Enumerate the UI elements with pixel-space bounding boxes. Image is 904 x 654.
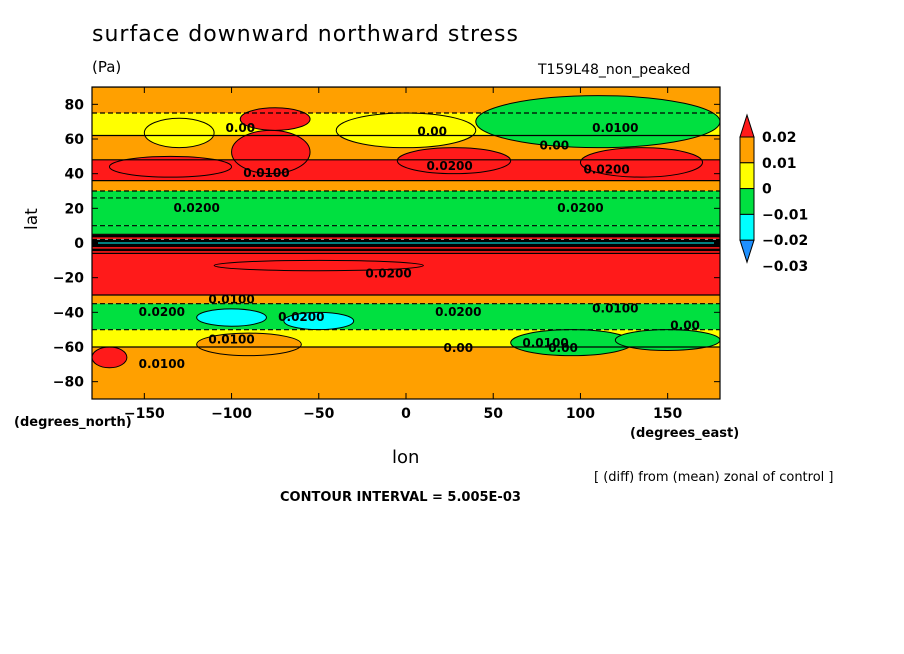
y-tick-label: 20 <box>65 201 85 217</box>
anomaly-region <box>108 155 233 178</box>
x-tick-label: 50 <box>483 406 503 422</box>
contour-label: 0.0100 <box>592 121 638 135</box>
x-tick-label: −50 <box>303 406 334 422</box>
contour-label: 0.0200 <box>365 267 411 281</box>
contour-label: 0.0200 <box>139 305 185 319</box>
contour-label: 0.00 <box>417 125 447 139</box>
contour-label: 0.0100 <box>139 357 185 371</box>
contour-label: 0.00 <box>539 138 569 152</box>
anomaly-region <box>614 329 720 351</box>
colorbar-label: 0.01 <box>762 156 797 172</box>
anomaly-region <box>475 95 720 149</box>
x-tick-label: 0 <box>401 406 411 422</box>
contour-label: 0.0100 <box>522 336 568 350</box>
colorbar-label: −0.01 <box>762 207 808 223</box>
contour-label: 0.0200 <box>426 159 472 173</box>
y-tick-label: −60 <box>53 340 84 356</box>
run-label: T159L48_non_peaked <box>538 62 691 78</box>
anomaly-region <box>213 259 424 272</box>
zonal-band <box>92 253 720 295</box>
zonal-band <box>92 295 720 304</box>
colorbar-arrow-bottom <box>739 239 755 264</box>
colorbar-label: −0.03 <box>762 259 808 275</box>
colorbar-box <box>739 188 755 215</box>
zonal-band <box>92 347 720 399</box>
x-tick-label: 150 <box>653 406 682 422</box>
y-tick-label: 80 <box>65 97 85 113</box>
contour-label: 0.0200 <box>583 163 629 177</box>
colorbar-box <box>739 213 755 241</box>
colorbar-box <box>739 136 755 164</box>
anomaly-region <box>396 147 512 175</box>
anomaly-region <box>335 112 477 149</box>
contour-interval: CONTOUR INTERVAL = 5.005E-03 <box>280 490 521 505</box>
contour-label: 0.0200 <box>557 201 603 215</box>
plot-area: 0.0200 0.0200 0.0200 0.0200 0.0100 0.0100 0.02… <box>92 87 720 399</box>
contour-label: 0.0200 <box>278 310 324 324</box>
contour-label: 0.0200 <box>174 201 220 215</box>
x-tick-label: 100 <box>566 406 595 422</box>
contour-label: 0.0100 <box>208 293 254 307</box>
zonal-band <box>92 225 720 235</box>
units-label: (Pa) <box>92 58 122 76</box>
contour-label: 0.0100 <box>208 333 254 347</box>
contour-label: 0.00 <box>444 341 474 355</box>
colorbar-box <box>739 162 755 190</box>
colorbar-label: −0.02 <box>762 233 808 249</box>
zonal-band <box>92 180 720 191</box>
contour-label: 0.00 <box>225 121 255 135</box>
colorbar-label: 0.02 <box>762 130 797 146</box>
anomaly-region <box>196 308 267 327</box>
zonal-band <box>92 191 720 198</box>
y-tick-label: −40 <box>53 305 84 321</box>
contour-label: 0.00 <box>548 341 578 355</box>
y-tick-label: 60 <box>65 132 85 148</box>
contour-label: 0.0100 <box>592 301 638 315</box>
colorbar-label: 0 <box>762 182 772 198</box>
anomaly-region <box>579 147 704 178</box>
x-axis-label: lon <box>392 447 420 468</box>
contour-label: 0.00 <box>670 319 700 333</box>
contour-label: 0.0100 <box>243 166 289 180</box>
y-tick-label: −20 <box>53 271 84 287</box>
diff-note: [ (diff) from (mean) zonal of control ] <box>594 470 834 485</box>
anomaly-region <box>92 346 128 369</box>
anomaly-region <box>196 332 302 357</box>
chart-title: surface downward northward stress <box>92 22 519 47</box>
zonal-band <box>92 239 720 247</box>
x-tick-label: −100 <box>211 406 252 422</box>
y-axis-unit: (degrees_north) <box>14 415 132 430</box>
anomaly-region <box>143 117 215 149</box>
zonal-band <box>92 197 720 226</box>
contour-label: 0.0200 <box>435 305 481 319</box>
colorbar-arrow-top <box>739 113 755 138</box>
y-tick-label: −80 <box>53 375 84 391</box>
x-tick-label: −150 <box>124 406 165 422</box>
y-tick-label: 0 <box>74 236 84 252</box>
y-tick-label: 40 <box>65 167 85 183</box>
x-axis-unit: (degrees_east) <box>630 426 740 441</box>
